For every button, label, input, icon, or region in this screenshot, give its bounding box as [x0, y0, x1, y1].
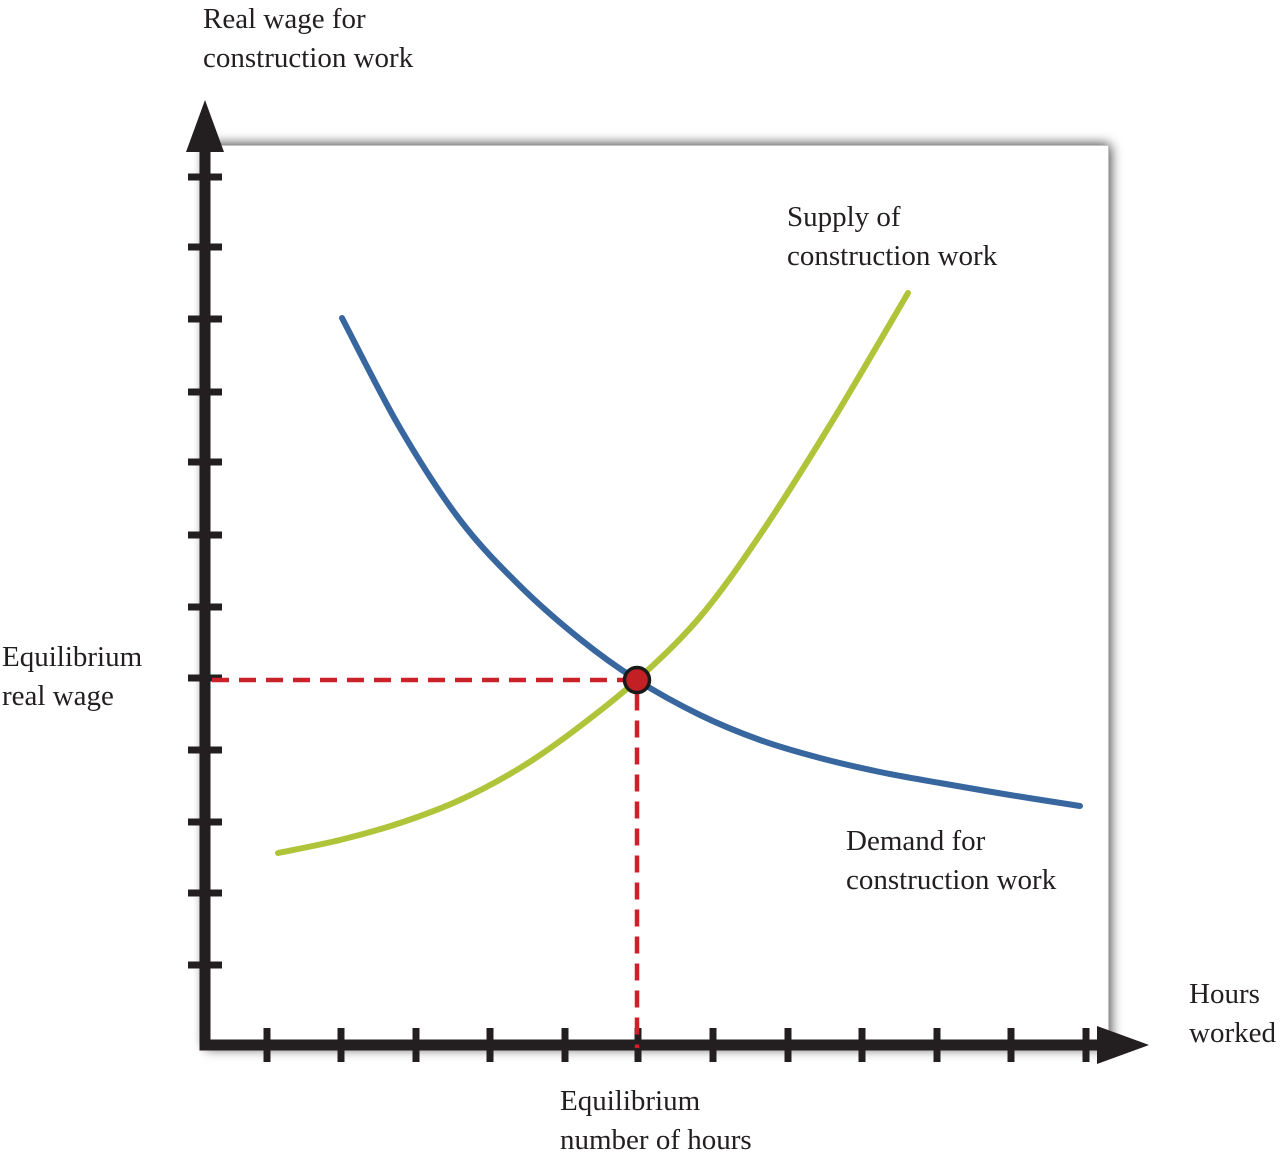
supply-curve	[275, 290, 911, 856]
demand-curve	[339, 315, 1083, 809]
equilibrium-wage-label: Equilibrium real wage	[2, 641, 143, 712]
y-axis-title: Real wage for construction work	[203, 3, 414, 74]
supply-curve-label: Supply of construction work	[787, 201, 998, 272]
equilibrium-hours-label: Equilibrium number of hours	[560, 1085, 752, 1156]
y-axis-arrowhead	[186, 100, 224, 152]
demand-curve-label: Demand for construction work	[846, 825, 1057, 896]
x-axis-title: Hours worked	[1189, 978, 1276, 1049]
equilibrium-point	[622, 665, 652, 695]
plot-area	[205, 145, 1109, 1047]
x-axis-arrowhead	[1097, 1026, 1149, 1064]
